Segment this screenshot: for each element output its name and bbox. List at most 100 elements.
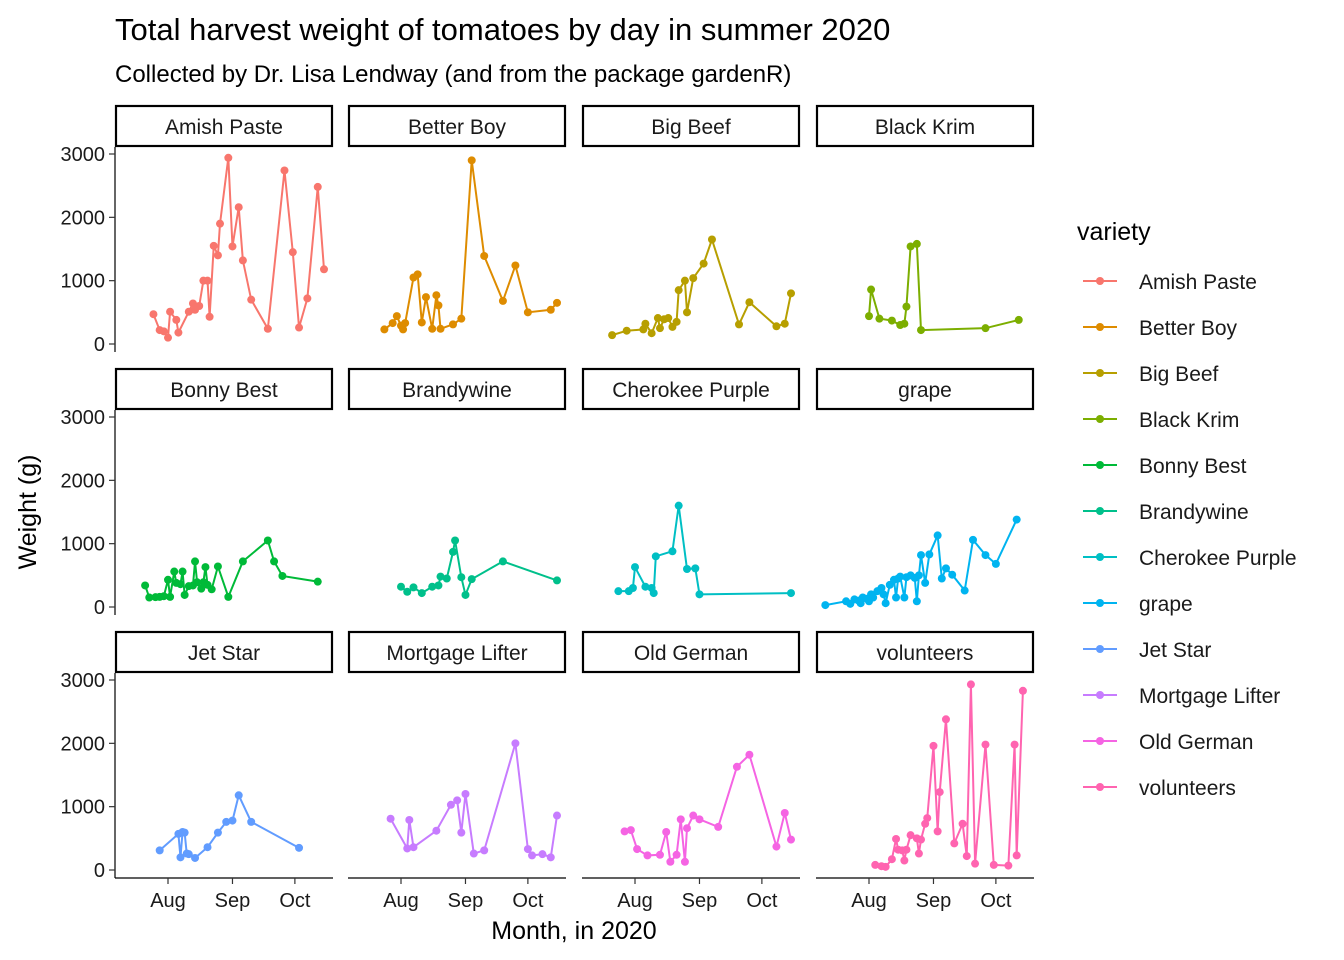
strip-box — [114, 630, 334, 674]
strip-label: Cherokee Purple — [612, 379, 770, 402]
data-point — [313, 182, 322, 191]
facet-panel: grape — [815, 367, 1035, 610]
facet-panel: Black Krim — [815, 104, 1035, 335]
data-point — [523, 308, 532, 317]
legend-item: Big Beef — [1083, 363, 1219, 386]
data-point — [867, 285, 876, 294]
data-point — [900, 593, 909, 602]
data-point — [902, 845, 911, 854]
series-line — [152, 157, 325, 341]
data-point — [626, 826, 635, 835]
data-point — [222, 817, 231, 826]
data-point — [428, 582, 437, 591]
data-point — [528, 851, 537, 860]
x-tick-label: Sep — [916, 890, 952, 912]
data-point — [821, 601, 830, 610]
strip-label: Black Krim — [875, 116, 975, 139]
data-point — [981, 740, 990, 749]
legend-key-point — [1096, 599, 1104, 607]
data-point — [1012, 515, 1021, 524]
data-point — [511, 739, 520, 748]
data-point — [523, 845, 532, 854]
strip-box — [347, 104, 567, 148]
x-axis-title: Month, in 2020 — [491, 917, 656, 945]
legend-label: Better Boy — [1139, 317, 1238, 340]
data-point — [865, 312, 873, 321]
data-point — [197, 584, 206, 593]
series-line — [400, 540, 558, 599]
data-point — [159, 327, 168, 336]
data-point — [303, 294, 312, 303]
legend-item: Better Boy — [1083, 317, 1238, 340]
data-point — [434, 301, 443, 310]
data-point — [201, 563, 210, 572]
data-point — [172, 315, 181, 324]
data-point — [896, 572, 905, 581]
data-point — [892, 593, 901, 602]
strip-box — [581, 104, 801, 148]
data-point — [966, 680, 975, 689]
strip-label: Big Beef — [651, 116, 731, 139]
data-point — [446, 800, 455, 809]
data-point — [511, 261, 520, 270]
legend-item: volunteers — [1083, 777, 1236, 800]
y-tick-label: 1000 — [61, 534, 106, 556]
data-point — [434, 581, 443, 590]
data-point — [546, 853, 555, 862]
x-tick-label: Aug — [150, 890, 186, 912]
data-point — [935, 788, 944, 797]
data-point — [991, 559, 1000, 568]
x-tick-label: Oct — [279, 890, 311, 912]
strip-box — [347, 630, 567, 674]
data-point — [655, 850, 664, 859]
data-point — [203, 276, 212, 285]
data-point — [288, 248, 297, 257]
legend-item: Jet Star — [1083, 639, 1211, 662]
data-point — [469, 849, 478, 858]
legend-item: grape — [1083, 593, 1193, 616]
strip-label: Brandywine — [402, 379, 512, 402]
data-point — [707, 235, 716, 244]
data-point — [203, 843, 212, 852]
data-point — [732, 762, 741, 771]
facet-panel: Cherokee Purple — [581, 367, 801, 599]
data-point — [620, 827, 629, 836]
legend-label: Jet Star — [1139, 639, 1211, 662]
data-point — [917, 326, 925, 335]
data-point — [170, 567, 179, 576]
strip-label: Jet Star — [188, 642, 260, 665]
data-point — [295, 843, 304, 852]
y-tick-label: 0 — [94, 597, 105, 619]
data-point — [417, 318, 426, 327]
legend-key-point — [1096, 415, 1104, 423]
data-point — [1010, 740, 1019, 749]
data-point — [881, 599, 890, 608]
data-point — [772, 322, 781, 331]
data-point — [457, 828, 466, 837]
data-point — [941, 564, 950, 573]
data-point — [480, 846, 489, 855]
x-tick-label: Aug — [617, 890, 653, 912]
data-point — [914, 849, 923, 858]
strip-label: Bonny Best — [170, 379, 278, 402]
data-point — [498, 557, 507, 566]
data-point — [234, 791, 243, 800]
data-point — [193, 578, 202, 587]
data-point — [683, 824, 691, 833]
data-point — [941, 715, 950, 724]
data-point — [937, 574, 946, 583]
data-point — [451, 536, 460, 545]
data-point — [380, 325, 389, 334]
data-point — [906, 242, 915, 251]
legend-key-point — [1096, 783, 1104, 791]
data-point — [914, 571, 923, 580]
y-tick-label: 0 — [94, 860, 105, 882]
data-point — [403, 587, 412, 596]
data-point — [386, 814, 395, 823]
data-point — [649, 589, 658, 598]
data-point — [428, 324, 437, 333]
x-tick-label: Oct — [512, 890, 544, 912]
data-point — [917, 835, 925, 844]
series-line — [825, 519, 1018, 607]
data-point — [680, 276, 689, 285]
